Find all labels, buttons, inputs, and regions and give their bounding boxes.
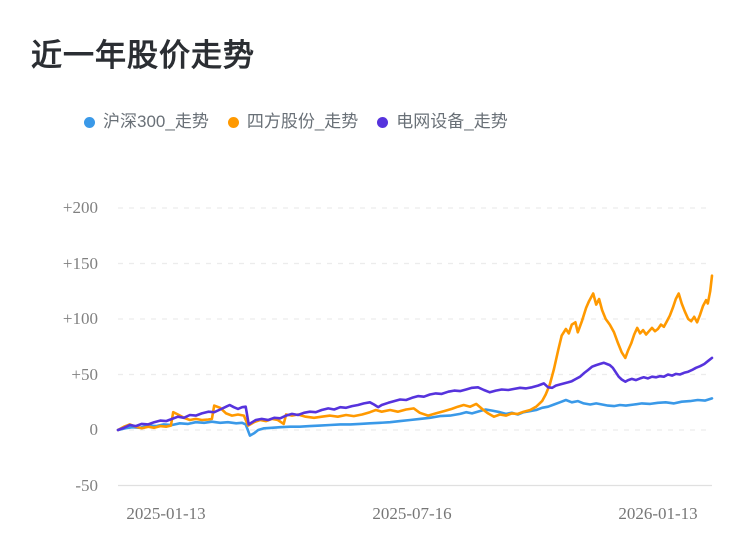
series-line-1 xyxy=(116,274,714,432)
legend-label: 电网设备_走势 xyxy=(396,112,508,131)
gridlines xyxy=(118,207,712,487)
y-axis-label: +100 xyxy=(62,309,98,328)
x-axis-label: 2025-01-13 xyxy=(126,504,206,523)
series-lines xyxy=(116,274,714,437)
y-axis-label: +200 xyxy=(62,198,98,217)
x-axis-label: 2026-01-13 xyxy=(618,504,698,523)
y-axis-label: 0 xyxy=(89,420,99,439)
series-line-0 xyxy=(116,397,714,437)
x-axis-label: 2025-07-16 xyxy=(372,504,452,523)
legend-label: 四方股份_走势 xyxy=(246,112,359,131)
legend-item-grid-equipment[interactable]: 电网设备_走势 xyxy=(377,112,508,132)
legend-item-hs300[interactable]: 沪深300_走势 xyxy=(84,112,209,132)
legend-label: 沪深300_走势 xyxy=(103,112,209,131)
y-axis-label: +50 xyxy=(71,365,98,384)
page-title: 近一年股价走势 xyxy=(31,38,255,73)
chart-legend: 沪深300_走势 四方股份_走势 电网设备_走势 xyxy=(84,112,508,132)
y-axis-label: -50 xyxy=(75,476,98,495)
legend-item-sifang[interactable]: 四方股份_走势 xyxy=(227,112,359,132)
y-axis-label: +150 xyxy=(62,254,98,273)
legend-dot-icon xyxy=(377,116,389,128)
legend-dot-icon xyxy=(227,116,239,128)
series-line-2 xyxy=(116,356,714,432)
legend-dot-icon xyxy=(84,116,95,128)
